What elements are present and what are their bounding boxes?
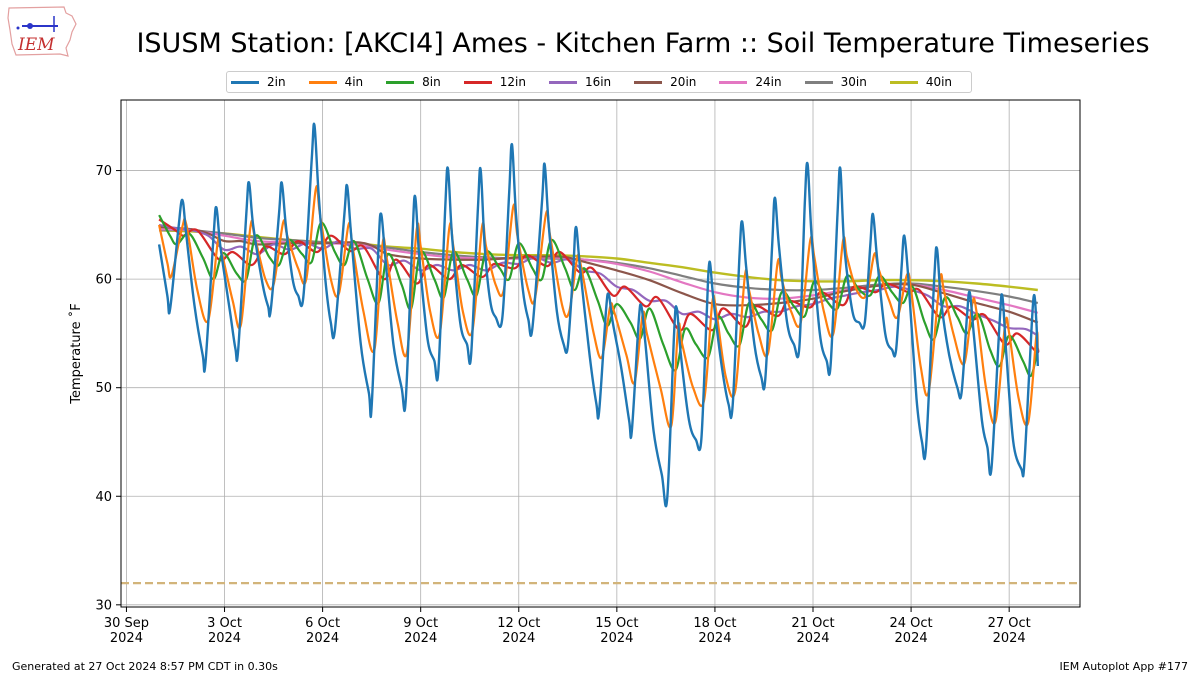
y-tick-label: 30 [95, 598, 112, 613]
iem-logo: IEM [7, 6, 77, 57]
legend-label: 2in [267, 75, 286, 89]
legend-item-40in: 40in [889, 75, 953, 89]
app-label: IEM Autoplot App #177 [1059, 660, 1189, 673]
legend-swatch [386, 80, 415, 84]
legend-label: 30in [840, 75, 867, 89]
legend-item-30in: 30in [804, 75, 867, 89]
y-axis-label: Temperature ˚F [68, 303, 84, 404]
x-tick-label: 18 Oct 2024 [693, 616, 736, 646]
x-tick-label: 9 Oct 2024 [403, 616, 438, 646]
y-tick-label: 40 [95, 490, 112, 505]
legend-swatch [719, 80, 748, 84]
legend-label: 20in [670, 75, 697, 89]
legend-item-8in: 8in [386, 75, 441, 89]
y-tick-label: 50 [95, 381, 112, 396]
legend-swatch [308, 80, 337, 84]
y-tick-label: 70 [95, 164, 112, 179]
legend-swatch [231, 80, 259, 84]
x-tick-label: 12 Oct 2024 [497, 616, 540, 646]
y-tick-label: 60 [95, 273, 112, 288]
legend-swatch [634, 80, 663, 84]
series-line-4in [158, 185, 1039, 429]
series-line-2in [157, 122, 1039, 508]
legend-label: 40in [925, 75, 953, 89]
legend-item-2in: 2in [231, 75, 286, 89]
legend-label: 24in [755, 75, 782, 89]
plot-frame [120, 99, 1081, 608]
x-tick-label: 27 Oct 2024 [988, 616, 1031, 646]
x-tick-label: 3 Oct 2024 [207, 616, 242, 646]
legend-label: 4in [344, 75, 364, 89]
x-tick-label: 24 Oct 2024 [890, 616, 933, 646]
legend-label: 16in [584, 75, 612, 89]
chart-legend: 2in 4in 8in 12in 16in 20in 24in 30in 40in [226, 71, 972, 93]
x-tick-label: 15 Oct 2024 [595, 616, 638, 646]
logo-text: IEM [17, 35, 55, 55]
series-line-12in [158, 218, 1040, 354]
legend-label: 12in [499, 75, 526, 89]
iowa-outline-icon [7, 6, 77, 57]
legend-item-4in: 4in [308, 75, 364, 89]
x-tick-label: 30 Sep 2024 [104, 616, 149, 646]
legend-swatch [548, 80, 577, 84]
generated-timestamp: Generated at 27 Oct 2024 8:57 PM CDT in … [12, 660, 278, 673]
page-title: ISUSM Station: [AKCI4] Ames - Kitchen Fa… [136, 28, 1150, 59]
legend-item-16in: 16in [548, 75, 612, 89]
legend-swatch [804, 80, 833, 84]
legend-label: 8in [422, 75, 441, 89]
x-tick-label: 21 Oct 2024 [791, 616, 834, 646]
legend-item-24in: 24in [719, 75, 782, 89]
x-tick-label: 6 Oct 2024 [305, 616, 340, 646]
legend-swatch [889, 80, 918, 84]
legend-item-20in: 20in [634, 75, 696, 89]
series-line-8in [158, 214, 1039, 378]
legend-item-12in: 12in [463, 75, 526, 89]
logo-dot [27, 23, 33, 29]
legend-swatch [463, 80, 492, 84]
logo-dot-small [16, 26, 20, 30]
